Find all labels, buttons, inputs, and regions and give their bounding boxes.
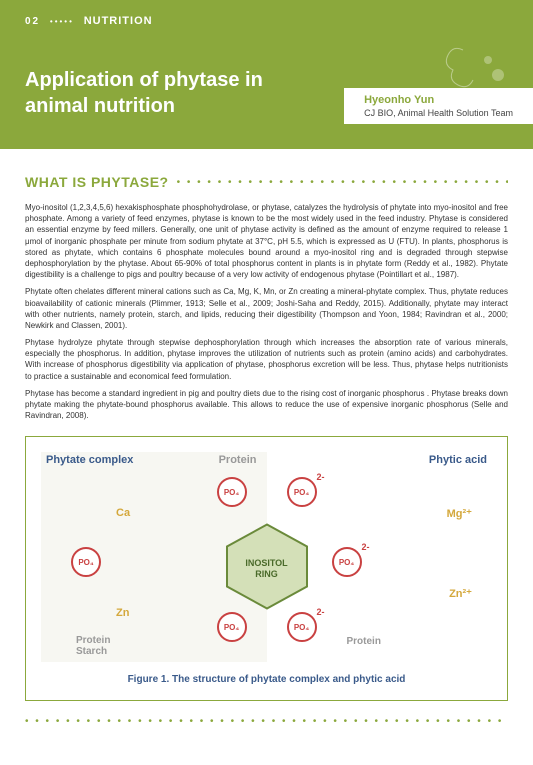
starch-label: Starch [76,646,110,657]
paragraph-1: Myo-inositol (1,2,3,4,5,6) hexakisphosph… [25,202,508,280]
inositol-text: INOSITOL [245,558,287,569]
protein-label: Protein [76,635,110,646]
protein-starch-label: Protein Starch [76,635,110,657]
paragraph-4: Phytase has become a standard ingredient… [25,388,508,422]
page-number-row: 02 NUTRITION [25,15,508,27]
protein-top-label: Protein [219,454,257,466]
section-label: NUTRITION [84,15,153,27]
mg-label: Mg²⁺ [447,507,472,520]
bottom-dotted-line: • • • • • • • • • • • • • • • • • • • • … [25,716,508,727]
ring-text: RING [245,569,287,580]
charge-label: 2- [362,542,370,552]
page-header: 02 NUTRITION Application of phytase in a… [0,0,533,149]
author-box: Hyeonho Yun CJ BIO, Animal Health Soluti… [344,88,533,124]
zn2-label: Zn²⁺ [449,587,472,600]
page-number: 02 [25,16,40,27]
paragraph-3: Phytase hydrolyze phytate through stepwi… [25,337,508,382]
po4-node: PO₄ [332,547,362,577]
author-name: Hyeonho Yun [364,94,513,106]
header-dots [50,16,74,27]
content-area: WHAT IS PHYTASE? • • • • • • • • • • • •… [0,149,533,752]
inositol-ring-label: INOSITOL RING [245,558,287,580]
ca-label: Ca [116,507,130,519]
heading-row: WHAT IS PHYTASE? • • • • • • • • • • • •… [25,174,508,190]
charge-label: 2- [317,472,325,482]
figure-content: Phytate complex Protein Ca Zn Protein St… [41,452,492,662]
section-heading: WHAT IS PHYTASE? [25,174,169,190]
paragraph-2: Phytate often chelates different mineral… [25,286,508,331]
po4-node: PO₄ [217,477,247,507]
author-affiliation: CJ BIO, Animal Health Solution Team [364,108,513,118]
figure-1: Phytate complex Protein Ca Zn Protein St… [25,436,508,701]
phytate-complex-label: Phytate complex [46,454,133,466]
dotted-line: • • • • • • • • • • • • • • • • • • • • … [177,177,508,188]
figure-caption: Figure 1. The structure of phytate compl… [41,674,492,685]
protein-right-label: Protein [347,636,381,647]
po4-node: PO₄ [71,547,101,577]
zn-label: Zn [116,607,129,619]
po4-node: PO₄ [287,477,317,507]
phytic-acid-label: Phytic acid [429,454,487,466]
